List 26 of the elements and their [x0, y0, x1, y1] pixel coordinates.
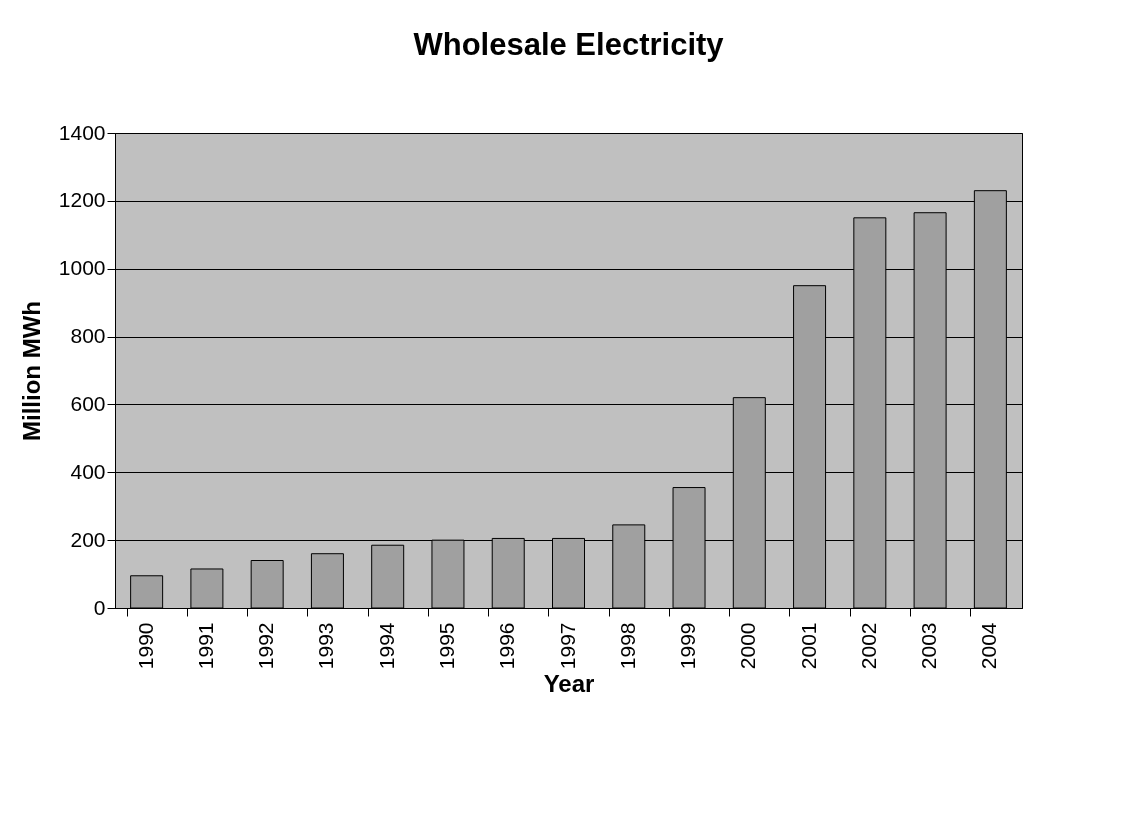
y-tick-label: 600	[70, 391, 106, 415]
x-tick-label: 2001	[796, 622, 820, 670]
x-tick-label: 1991	[193, 622, 217, 670]
x-tick-label: 1993	[314, 622, 338, 670]
x-tick-label: 1997	[555, 622, 579, 670]
x-axis-title: Year	[543, 670, 595, 698]
x-tick-label: 1990	[133, 622, 157, 670]
y-tick-label: 1400	[58, 120, 106, 144]
x-tick-label: 1999	[676, 622, 700, 670]
y-axis-title: Million MWh	[17, 301, 45, 441]
x-tick-label: 2000	[736, 622, 760, 670]
x-tick-label: 2002	[856, 622, 880, 670]
x-tick-label: 1998	[615, 622, 639, 670]
x-tick-label: 1995	[434, 622, 458, 670]
x-tick-label: 1996	[495, 622, 519, 670]
y-tick-label: 400	[70, 459, 106, 483]
y-tick-label: 1200	[58, 188, 106, 212]
y-tick-label: 1000	[58, 256, 106, 280]
y-tick-label: 200	[70, 527, 106, 551]
y-tick-label: 800	[70, 324, 106, 348]
x-tick-label: 1992	[254, 622, 278, 670]
x-tick-label: 2003	[917, 622, 941, 670]
chart-title: Wholesale Electricity	[413, 27, 725, 62]
x-tick-label: 2004	[977, 622, 1001, 670]
x-tick-label: 1994	[374, 622, 398, 670]
y-tick-label: 0	[93, 595, 106, 619]
